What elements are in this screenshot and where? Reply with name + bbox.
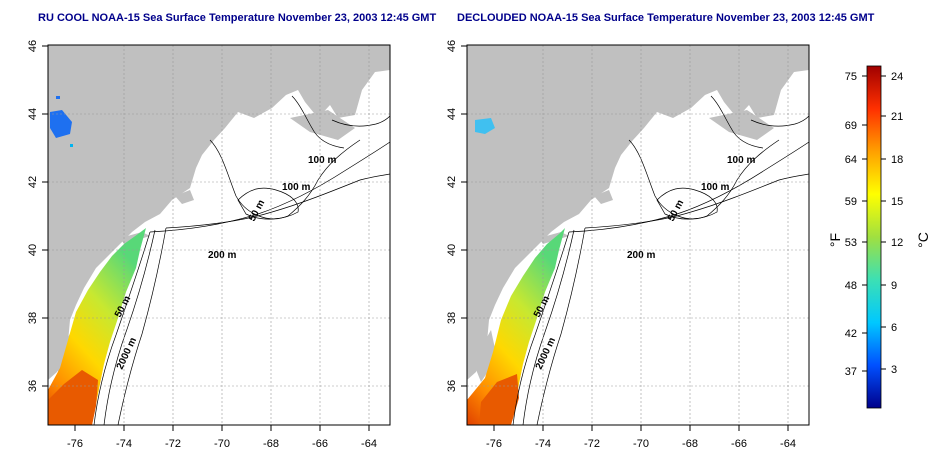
colorbar-f-label: 69 bbox=[845, 120, 857, 132]
bathymetry-contours bbox=[512, 95, 809, 425]
colorbar-f-label: 37 bbox=[845, 366, 857, 378]
colorbar-c-label: 24 bbox=[891, 71, 903, 83]
colorbar-c-label: 6 bbox=[891, 322, 897, 334]
colorbar-f-label: 59 bbox=[845, 196, 857, 208]
contour-label-100m-a: 100 m bbox=[308, 155, 336, 166]
sst-swath bbox=[467, 228, 565, 425]
lon-tick-label: -76 bbox=[486, 438, 502, 450]
lon-tick-label: -64 bbox=[780, 438, 796, 450]
lon-tick-label: -74 bbox=[116, 438, 132, 450]
contour-scotian-shelf bbox=[331, 115, 390, 127]
right-map-title: DECLOUDED NOAA-15 Sea Surface Temperatur… bbox=[457, 12, 875, 24]
land-cape-cod bbox=[175, 190, 194, 204]
lat-tick-label: 36 bbox=[27, 380, 39, 392]
lat-tick-label: 46 bbox=[446, 40, 458, 52]
cold-sst-dot bbox=[56, 96, 60, 99]
lat-tick-label: 44 bbox=[446, 108, 458, 120]
contour-shelf-inner bbox=[568, 141, 809, 233]
lat-tick-label: 38 bbox=[446, 312, 458, 324]
colorbar-c-label: 21 bbox=[891, 111, 903, 123]
left-map-title: RU COOL NOAA-15 Sea Surface Temperature … bbox=[38, 12, 437, 24]
lon-tick-label: -74 bbox=[535, 438, 551, 450]
lat-tick-label: 38 bbox=[27, 312, 39, 324]
lat-tick-label: 42 bbox=[446, 176, 458, 188]
contour-50m bbox=[512, 231, 570, 425]
lon-tick-label: -66 bbox=[731, 438, 747, 450]
cold-sst-dot bbox=[70, 144, 73, 147]
colorbar-c-label: 18 bbox=[891, 154, 903, 166]
grid-lines bbox=[48, 45, 390, 425]
map-frame bbox=[466, 44, 810, 426]
contour-2000m bbox=[536, 227, 586, 425]
lon-tick-label: -64 bbox=[361, 438, 377, 450]
contour-label-100m-b: 100 m bbox=[701, 182, 729, 193]
contour-label-200m: 200 m bbox=[627, 250, 655, 261]
land-mass bbox=[467, 45, 809, 380]
lon-tick-label: -76 bbox=[67, 438, 83, 450]
colorbar-c-label: 12 bbox=[891, 237, 903, 249]
colorbar-f-label: 42 bbox=[845, 328, 857, 340]
axis-ticks: -76 -74 -72 -70 -68 -66 -64 46 44 42 40 38 36 bbox=[27, 40, 377, 450]
colorbar-f-label: 48 bbox=[845, 280, 857, 292]
colorbar-f-label: 75 bbox=[845, 71, 857, 83]
map-frame bbox=[47, 44, 391, 426]
contour-shelf-inner bbox=[149, 141, 390, 233]
contour-200m bbox=[522, 229, 575, 425]
colorbar-ticks: 75 69 64 59 53 48 42 37 24 21 18 15 12 9 6 3 bbox=[845, 71, 904, 378]
left-sst-map: 100 m 100 m 50 m 200 m 50 m 2000 m -76 -7… bbox=[27, 40, 391, 450]
contour-2000m bbox=[117, 227, 167, 425]
lat-tick-label: 40 bbox=[446, 244, 458, 256]
sst-warm-patch bbox=[479, 374, 519, 425]
contour-label-100m-b: 100 m bbox=[282, 182, 310, 193]
contour-bay-of-fundy bbox=[291, 95, 345, 149]
contour-georges-bank bbox=[656, 187, 718, 220]
lat-tick-label: 44 bbox=[27, 108, 39, 120]
lon-tick-label: -72 bbox=[584, 438, 600, 450]
contour-label-200m: 200 m bbox=[208, 250, 236, 261]
land-mass bbox=[48, 45, 390, 380]
lon-tick-label: -70 bbox=[214, 438, 230, 450]
lon-tick-label: -72 bbox=[165, 438, 181, 450]
cold-sst-patch bbox=[475, 118, 495, 134]
contour-200m bbox=[103, 229, 156, 425]
bathymetry-contours bbox=[93, 95, 390, 425]
land-delmarva bbox=[473, 330, 497, 382]
colorbar-f-label: 53 bbox=[845, 237, 857, 249]
lat-tick-label: 40 bbox=[27, 244, 39, 256]
colorbar-gradient bbox=[866, 65, 882, 409]
sst-warm-patch bbox=[48, 370, 98, 425]
cold-sst-patch bbox=[50, 110, 72, 138]
contour-scotian-shelf bbox=[750, 115, 809, 127]
lat-tick-label: 36 bbox=[446, 380, 458, 392]
colorbar-c-label: 9 bbox=[891, 280, 897, 292]
colorbar-c-label: 15 bbox=[891, 196, 903, 208]
colorbar-f-label: 64 bbox=[845, 154, 857, 166]
celsius-unit-label: °C bbox=[915, 232, 931, 248]
contour-50m bbox=[93, 231, 151, 425]
contour-bay-of-fundy bbox=[710, 95, 764, 149]
lon-tick-label: -68 bbox=[263, 438, 279, 450]
lat-tick-label: 42 bbox=[27, 176, 39, 188]
contour-georges-bank bbox=[237, 187, 299, 220]
land-cape-cod bbox=[594, 190, 613, 204]
lon-tick-label: -68 bbox=[682, 438, 698, 450]
sst-swath bbox=[48, 228, 146, 425]
lon-tick-label: -66 bbox=[312, 438, 328, 450]
map-plot-area: 100 m 100 m 50 m 200 m 50 m 2000 m -76 -7… bbox=[446, 40, 810, 450]
right-sst-map: 100 m 100 m 50 m 200 m 50 m 2000 m -76 -7… bbox=[446, 40, 810, 450]
grid-lines bbox=[467, 45, 809, 425]
lat-tick-label: 46 bbox=[27, 40, 39, 52]
lon-tick-label: -70 bbox=[633, 438, 649, 450]
map-plot-area: 100 m 100 m 50 m 200 m 50 m 2000 m -76 -7… bbox=[27, 40, 391, 450]
contour-label-100m-a: 100 m bbox=[727, 155, 755, 166]
axis-ticks: -76 -74 -72 -70 -68 -66 -64 46 44 42 40 38 36 bbox=[446, 40, 796, 450]
colorbar-c-label: 3 bbox=[891, 364, 897, 376]
